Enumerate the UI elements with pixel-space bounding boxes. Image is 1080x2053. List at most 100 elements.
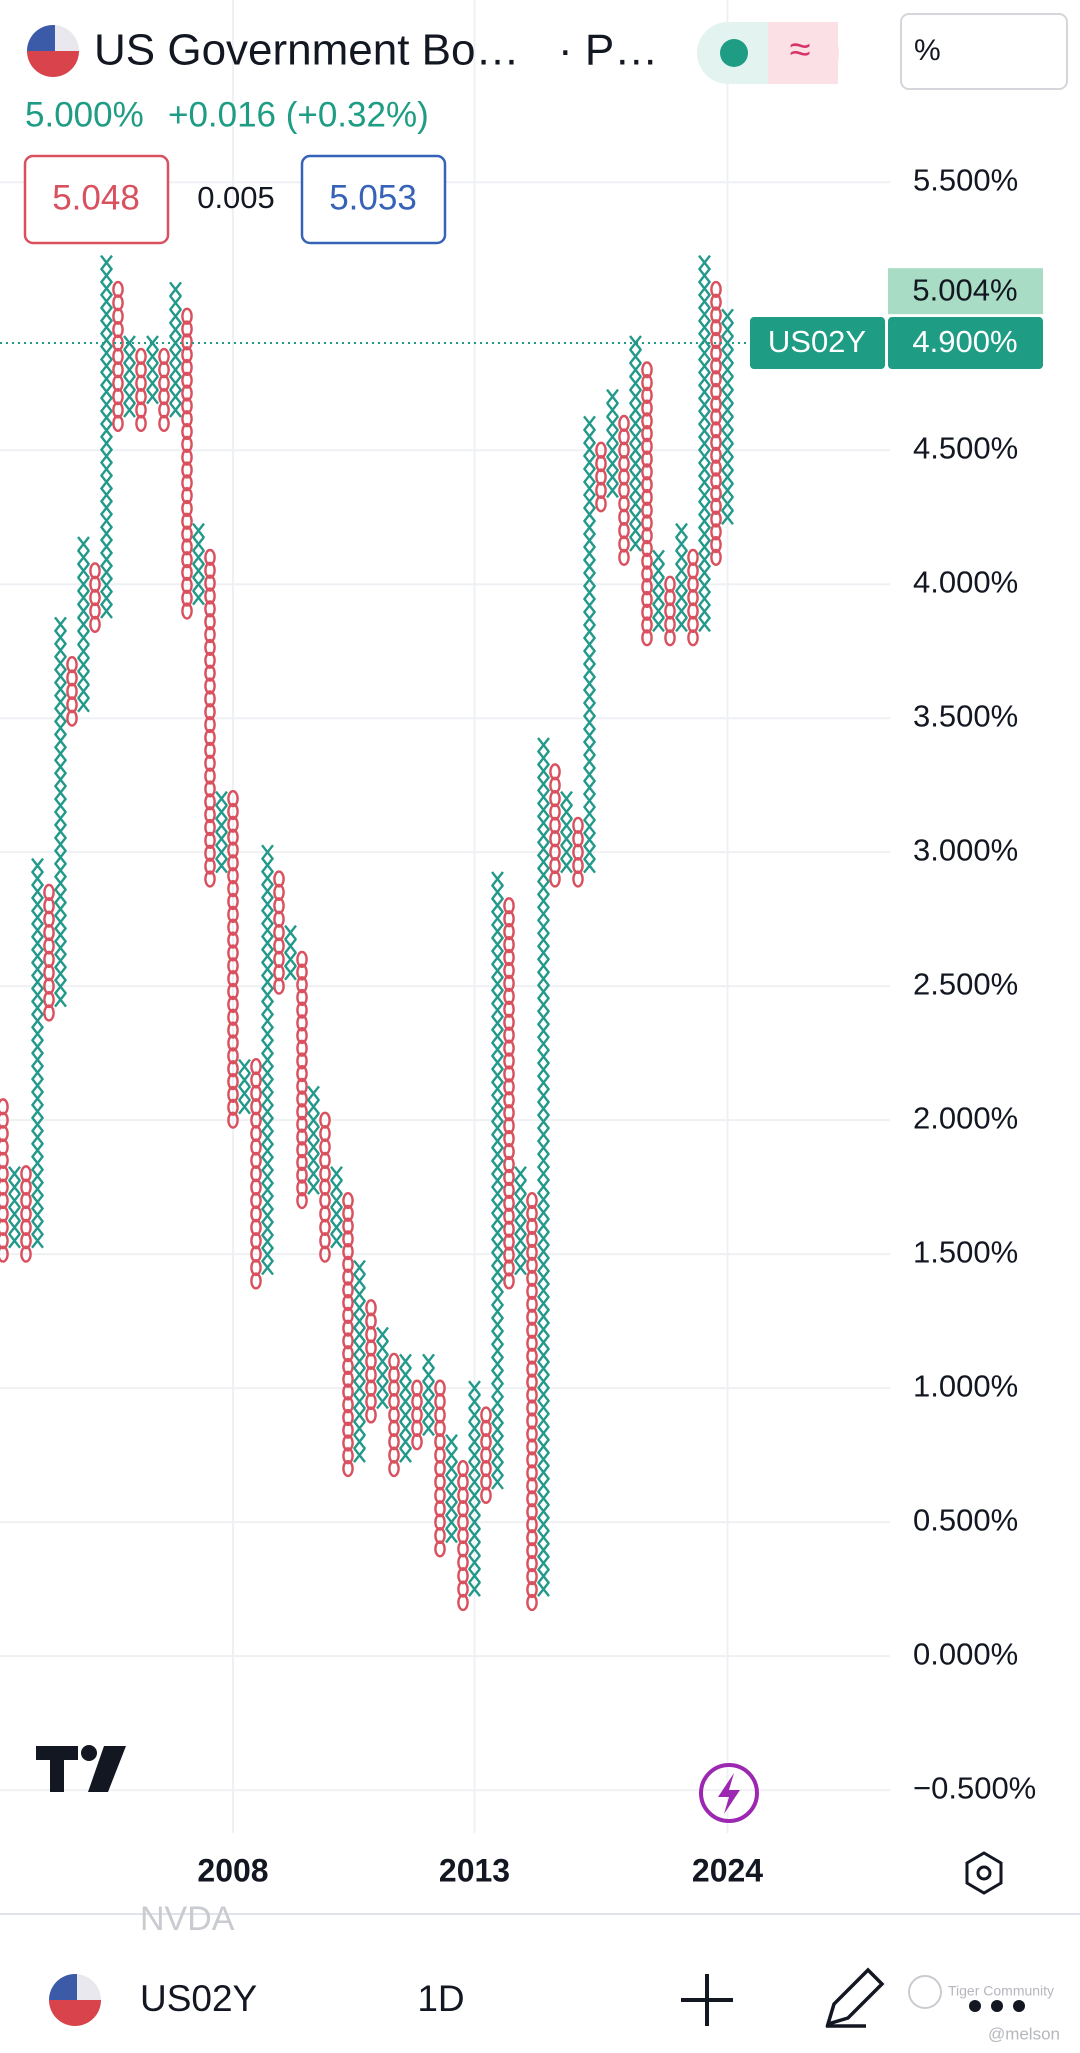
o-symbol <box>687 602 699 620</box>
x-symbol <box>8 1166 21 1182</box>
o-symbol <box>618 428 630 446</box>
x-symbol <box>54 862 67 878</box>
x-symbol <box>491 1015 504 1031</box>
bid: 5.048 <box>52 178 140 217</box>
add-button[interactable] <box>681 1974 733 2026</box>
bid-box[interactable] <box>23 154 170 245</box>
grid <box>0 0 890 1833</box>
o-symbol <box>503 1130 515 1148</box>
more-dot[interactable] <box>1013 2000 1025 2012</box>
x-symbol <box>698 422 711 439</box>
x-column <box>307 1085 320 1195</box>
more-dot[interactable] <box>969 2000 981 2012</box>
x-symbol <box>261 1026 274 1042</box>
o-symbol <box>204 831 216 849</box>
o-column <box>503 897 515 1290</box>
footer-symbol[interactable]: US02Y <box>140 1978 257 2019</box>
o-column <box>342 1191 354 1478</box>
x-symbol <box>330 1233 343 1249</box>
unit-box[interactable] <box>900 13 1068 90</box>
o-symbol <box>710 357 722 375</box>
o-symbol <box>204 703 216 721</box>
o-symbol <box>549 830 561 848</box>
footer-interval[interactable]: 1D <box>417 1978 464 2019</box>
x-symbol <box>491 910 504 927</box>
o-symbol <box>112 361 124 379</box>
o-symbol <box>503 1026 515 1044</box>
x-symbol <box>445 1434 458 1450</box>
o-symbol <box>227 1008 239 1026</box>
x-symbol <box>353 1407 366 1423</box>
x-symbol <box>376 1326 389 1343</box>
x-symbol <box>31 1038 44 1055</box>
x-symbol <box>629 455 642 472</box>
x-symbol <box>8 1206 21 1222</box>
x-symbol <box>721 442 734 458</box>
o-symbol <box>342 1294 354 1312</box>
x-symbol <box>629 362 642 378</box>
last-price-tag <box>888 317 1043 370</box>
o-symbol <box>296 1014 308 1032</box>
x-symbol <box>583 545 596 562</box>
o-symbol <box>388 1406 400 1424</box>
x-symbol <box>537 1295 550 1312</box>
x-symbol <box>77 643 90 659</box>
draw-button[interactable] <box>825 1967 885 2028</box>
lightning-button[interactable] <box>699 1763 759 1823</box>
o-symbol <box>618 535 630 553</box>
x-symbol <box>583 558 596 575</box>
o-symbol <box>204 716 216 734</box>
o-symbol <box>710 344 722 362</box>
ask-box[interactable] <box>300 154 447 245</box>
y-tick-label: 3.000% <box>913 832 1018 867</box>
x-symbol <box>100 551 113 568</box>
o-symbol <box>710 306 722 324</box>
o-symbol <box>342 1447 354 1465</box>
x-symbol <box>54 797 67 814</box>
x-column <box>123 335 136 418</box>
x-symbol <box>192 549 205 566</box>
x-symbol <box>353 1326 366 1343</box>
x-symbol <box>100 461 113 477</box>
o-symbol <box>112 374 124 392</box>
x-symbol <box>537 1243 550 1260</box>
o-symbol <box>503 923 515 941</box>
x-symbol <box>284 924 297 941</box>
o-symbol <box>526 1529 538 1547</box>
o-column <box>641 361 653 647</box>
o-symbol <box>227 1098 239 1116</box>
o-symbol <box>664 575 676 593</box>
x-symbol <box>284 965 297 981</box>
x-symbol <box>399 1380 412 1396</box>
x-column <box>261 844 274 1276</box>
x-symbol <box>77 576 90 592</box>
o-symbol <box>365 1299 377 1317</box>
o-symbol <box>457 1553 469 1571</box>
settings-icon[interactable] <box>965 1851 1003 1895</box>
x-symbol <box>537 1425 550 1442</box>
o-symbol <box>158 401 170 419</box>
price: 5.000% <box>25 95 144 134</box>
x-column <box>537 737 550 1597</box>
o-symbol <box>319 1178 331 1196</box>
o-symbol <box>227 854 239 872</box>
o-symbol <box>480 1446 492 1464</box>
o-symbol <box>319 1165 331 1183</box>
more-dot[interactable] <box>991 2000 1003 2012</box>
x-symbol <box>468 1380 481 1396</box>
x-symbol <box>514 1233 527 1249</box>
o-symbol <box>66 669 78 687</box>
x-symbol <box>353 1340 366 1356</box>
x-symbol <box>606 442 619 458</box>
x-symbol <box>721 362 734 378</box>
x-symbol <box>537 867 550 883</box>
o-symbol <box>204 638 216 657</box>
x-column <box>606 388 619 499</box>
x-column <box>8 1166 21 1249</box>
x-symbol <box>514 1179 527 1195</box>
x-symbol <box>399 1407 412 1423</box>
x-symbol <box>629 388 642 405</box>
o-symbol <box>181 474 193 492</box>
x-symbol <box>537 1217 550 1234</box>
